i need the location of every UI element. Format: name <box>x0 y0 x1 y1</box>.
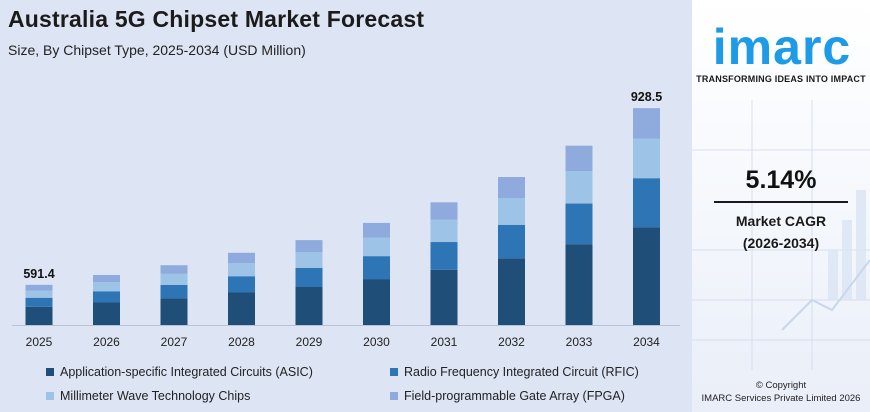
bar-segment-rfic-2030 <box>363 256 390 280</box>
bar-segment-asic-2034 <box>633 227 660 325</box>
legend-swatch-fpga <box>390 392 398 400</box>
x-tick-label-2034: 2034 <box>633 335 660 349</box>
bar-segment-asic-2025 <box>25 306 53 325</box>
brand-sidebar: imarc TRANSFORMING IDEAS INTO IMPACT 5.1… <box>692 0 870 412</box>
cagr-label: Market CAGR <box>735 213 827 229</box>
legend-item-rfic: Radio Frequency Integrated Circuit (RFIC… <box>390 365 639 379</box>
legend-swatch-asic <box>46 368 54 376</box>
bar-segment-rfic-2029 <box>295 267 323 287</box>
bar-segment-asic-2027 <box>160 298 188 325</box>
x-tick-label-2031: 2031 <box>431 335 458 349</box>
bar-segment-rfic-2027 <box>160 284 188 299</box>
data-label-2034: 928.5 <box>631 90 662 104</box>
bar-segment-mmwave-2029 <box>295 252 323 268</box>
imarc-logo: imarc <box>712 19 852 75</box>
bar-segment-asic-2032 <box>498 258 525 325</box>
bar-segment-mmwave-2026 <box>93 282 120 292</box>
legend-swatch-rfic <box>390 368 398 376</box>
copyright-line-2: IMARC Services Private Limited 2026 <box>701 393 861 404</box>
bar-segment-fpga-2025 <box>25 284 53 291</box>
bar-segment-rfic-2032 <box>498 224 525 259</box>
bar-segment-asic-2029 <box>295 286 323 325</box>
legend-item-asic: Application-specific Integrated Circuits… <box>46 365 313 379</box>
x-tick-label-2033: 2033 <box>566 335 593 349</box>
bar-segment-asic-2030 <box>363 279 390 325</box>
data-label-2025: 591.4 <box>23 267 54 281</box>
copyright-notice: © Copyright IMARC Services Private Limit… <box>692 379 870 405</box>
bar-segment-fpga-2028 <box>228 252 255 264</box>
legend-label-fpga: Field-programmable Gate Array (FPGA) <box>404 389 625 403</box>
bar-segment-fpga-2032 <box>498 177 525 199</box>
legend-label-rfic: Radio Frequency Integrated Circuit (RFIC… <box>404 365 639 379</box>
x-tick-label-2028: 2028 <box>228 335 255 349</box>
x-tick-label-2026: 2026 <box>93 335 120 349</box>
cagr-divider <box>714 201 848 203</box>
brand-tagline: TRANSFORMING IDEAS INTO IMPACT <box>696 74 866 84</box>
copyright-line-1: © Copyright <box>755 380 807 391</box>
bar-segment-rfic-2025 <box>25 297 53 307</box>
bar-segment-asic-2033 <box>565 244 593 325</box>
bar-segment-mmwave-2030 <box>363 237 390 257</box>
chart-subtitle: Size, By Chipset Type, 2025-2034 (USD Mi… <box>8 42 306 58</box>
bar-segment-fpga-2027 <box>160 265 188 274</box>
bar-segment-fpga-2033 <box>565 145 593 172</box>
stacked-bar-chart: 2025 591.4 2026 2027 2028 2029 2030 2031 2032 203… <box>12 90 680 349</box>
legend-swatch-mmwave <box>46 392 54 400</box>
bar-segment-rfic-2034 <box>633 178 660 228</box>
x-tick-label-2027: 2027 <box>161 335 188 349</box>
cagr-period: (2026-2034) <box>742 235 820 251</box>
legend-item-fpga: Field-programmable Gate Array (FPGA) <box>390 389 625 403</box>
bar-segment-asic-2031 <box>430 269 458 325</box>
x-tick-label-2025: 2025 <box>26 335 53 349</box>
bar-segment-rfic-2031 <box>430 242 458 270</box>
bar-segment-fpga-2034 <box>633 108 660 139</box>
cagr-label-block: Market CAGR (2026-2034) <box>692 210 870 254</box>
bar-segment-mmwave-2028 <box>228 263 255 277</box>
bar-segment-rfic-2033 <box>565 203 593 245</box>
background-decoration <box>692 100 870 370</box>
bar-segment-asic-2026 <box>93 302 120 325</box>
bar-segment-mmwave-2025 <box>25 290 53 298</box>
bar-segment-mmwave-2034 <box>633 138 660 179</box>
bar-segment-fpga-2026 <box>93 275 120 283</box>
bar-segment-rfic-2026 <box>93 291 120 303</box>
chart-title: Australia 5G Chipset Market Forecast <box>8 6 425 32</box>
legend-item-mmwave: Millimeter Wave Technology Chips <box>46 389 250 403</box>
x-tick-label-2029: 2029 <box>296 335 323 349</box>
bar-segment-mmwave-2033 <box>565 171 593 204</box>
bar-segment-fpga-2031 <box>430 202 458 220</box>
bar-segment-asic-2028 <box>228 292 255 325</box>
cagr-value: 5.14% <box>745 166 817 194</box>
legend-label-asic: Application-specific Integrated Circuits… <box>60 365 313 379</box>
chart-panel: 2025 591.4 2026 2027 2028 2029 2030 2031 2032 203… <box>8 6 680 403</box>
bar-segment-mmwave-2032 <box>498 198 525 225</box>
bar-segment-fpga-2029 <box>295 240 323 253</box>
bar-segment-rfic-2028 <box>228 276 255 293</box>
bar-segment-mmwave-2031 <box>430 219 458 243</box>
legend-label-mmwave: Millimeter Wave Technology Chips <box>60 389 251 403</box>
bar-segment-mmwave-2027 <box>160 273 188 285</box>
x-tick-label-2030: 2030 <box>363 335 390 349</box>
bar-segment-fpga-2030 <box>363 222 390 238</box>
x-tick-label-2032: 2032 <box>498 335 525 349</box>
